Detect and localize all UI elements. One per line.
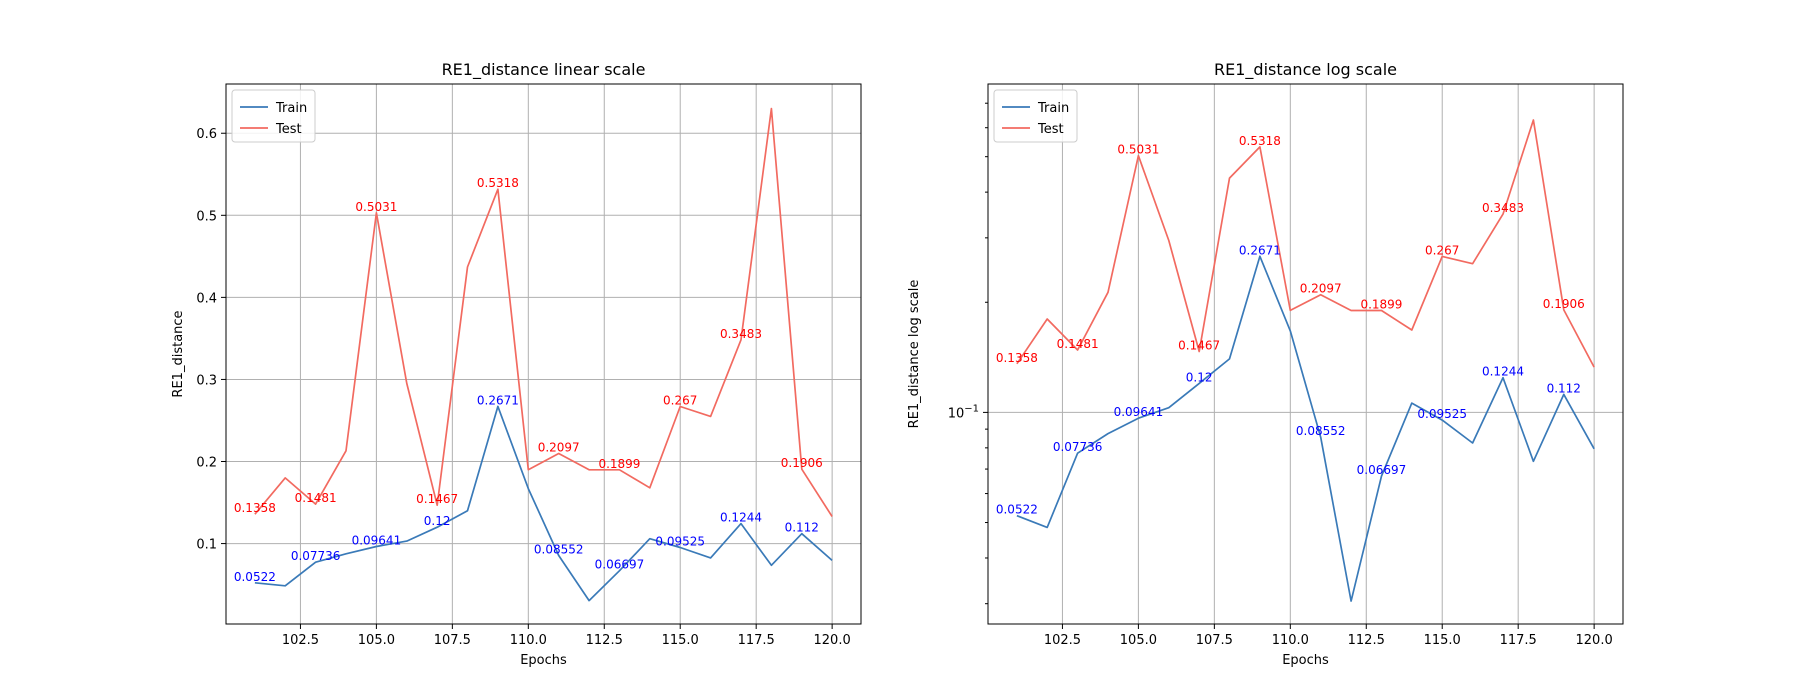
chart-title: RE1_distance linear scale — [442, 60, 646, 80]
series-line-test — [254, 107, 833, 517]
series-line-test — [1016, 119, 1595, 368]
x-tick-label: 117.5 — [1500, 633, 1537, 648]
y-tick-label: 0.1 — [196, 538, 217, 553]
x-tick-label: 120.0 — [814, 633, 851, 648]
data-label-train: 0.07736 — [291, 549, 341, 563]
data-label-test: 0.1481 — [295, 491, 337, 505]
y-axis-ticks: 10−1 — [948, 102, 988, 605]
x-tick-label: 102.5 — [1044, 633, 1081, 648]
y-tick-label: 0.4 — [196, 291, 217, 306]
data-label-train: 0.0522 — [996, 503, 1038, 517]
data-label-train: 0.2671 — [1239, 243, 1281, 257]
legend-label-train: Train — [1037, 101, 1069, 116]
data-label-train: 0.112 — [1547, 381, 1581, 395]
data-label-test: 0.1467 — [416, 492, 458, 506]
x-tick-label: 112.5 — [586, 633, 623, 648]
data-label-test: 0.2097 — [1300, 282, 1342, 296]
y-axis-ticks: 0.1 0.2 0.3 0.4 0.5 0.6 — [196, 127, 226, 553]
legend-box — [231, 89, 316, 143]
legend-label-test: Test — [275, 122, 302, 137]
data-label-test: 0.1906 — [1543, 297, 1585, 311]
data-label-train: 0.09525 — [655, 534, 705, 548]
data-label-test: 0.5031 — [355, 200, 397, 214]
legend-label-train: Train — [275, 101, 307, 116]
data-label-train: 0.06697 — [1357, 463, 1407, 477]
x-tick-label: 105.0 — [358, 633, 395, 648]
data-label-train: 0.1244 — [720, 511, 762, 525]
chart-linear-scale: RE1_distance linear scale Epochs RE1_dis… — [171, 60, 862, 668]
grid — [226, 84, 861, 624]
y-tick-label: 0.2 — [196, 456, 217, 471]
y-tick-label: 0.3 — [196, 373, 217, 388]
grid — [988, 84, 1623, 624]
data-label-train: 0.1244 — [1482, 365, 1524, 379]
y-tick-label: 10−1 — [948, 403, 979, 421]
data-label-test: 0.1467 — [1178, 339, 1220, 353]
data-label-test: 0.2097 — [538, 441, 580, 455]
plot-frame — [225, 83, 862, 625]
y-axis-label: RE1_distance — [171, 310, 186, 397]
x-axis-ticks: 102.5 105.0 107.5 110.0 112.5 115.0 117.5 120.0 — [282, 624, 851, 648]
chart-title: RE1_distance log scale — [1214, 60, 1397, 80]
x-tick-label: 112.5 — [1348, 633, 1385, 648]
data-label-test: 0.267 — [663, 394, 697, 408]
data-label-train: 0.0522 — [234, 570, 276, 584]
x-tick-label: 102.5 — [282, 633, 319, 648]
x-tick-label: 120.0 — [1576, 633, 1613, 648]
y-axis-label: RE1_distance log scale — [907, 280, 922, 429]
x-tick-label: 107.5 — [434, 633, 471, 648]
legend: Train Test — [231, 89, 316, 143]
data-label-train: 0.09641 — [1114, 405, 1164, 419]
chart-log-scale: RE1_distance log scale Epochs RE1_distan… — [907, 60, 1624, 668]
data-label-test: 0.1899 — [1360, 297, 1402, 311]
data-label-train: 0.2671 — [477, 393, 519, 407]
legend-box — [993, 89, 1078, 143]
data-label-train: 0.112 — [785, 521, 819, 535]
data-label-train: 0.09641 — [352, 534, 402, 548]
data-label-train: 0.12 — [424, 514, 451, 528]
x-tick-label: 117.5 — [738, 633, 775, 648]
legend-label-test: Test — [1037, 122, 1064, 137]
data-label-test: 0.5318 — [477, 176, 519, 190]
x-axis-ticks: 102.5 105.0 107.5 110.0 112.5 115.0 117.5 120.0 — [1044, 624, 1613, 648]
legend: Train Test — [993, 89, 1078, 143]
data-label-train: 0.08552 — [1296, 424, 1346, 438]
x-tick-label: 107.5 — [1196, 633, 1233, 648]
x-axis-label: Epochs — [1282, 653, 1329, 668]
data-label-test: 0.5031 — [1117, 143, 1159, 157]
data-label-test: 0.1906 — [781, 456, 823, 470]
y-tick-label: 0.5 — [196, 209, 217, 224]
x-axis-label: Epochs — [520, 653, 567, 668]
data-label-test: 0.5318 — [1239, 134, 1281, 148]
data-label-test: 0.3483 — [720, 327, 762, 341]
plot-frame — [987, 83, 1624, 625]
x-tick-label: 105.0 — [1120, 633, 1157, 648]
data-label-train: 0.07736 — [1053, 440, 1103, 454]
data-label-test: 0.1481 — [1057, 337, 1099, 351]
x-tick-label: 110.0 — [1272, 633, 1309, 648]
data-label-test: 0.3483 — [1482, 201, 1524, 215]
x-tick-label: 115.0 — [662, 633, 699, 648]
data-label-test: 0.1358 — [234, 501, 276, 515]
data-label-train: 0.08552 — [534, 542, 584, 556]
y-tick-label: 0.6 — [196, 127, 217, 142]
series-line-train — [254, 405, 833, 602]
data-label-train: 0.06697 — [595, 558, 645, 572]
x-tick-label: 110.0 — [510, 633, 547, 648]
data-label-test: 0.1899 — [598, 457, 640, 471]
x-tick-label: 115.0 — [1424, 633, 1461, 648]
data-label-train: 0.09525 — [1417, 407, 1467, 421]
data-label-test: 0.267 — [1425, 243, 1459, 257]
data-label-test: 0.1358 — [996, 351, 1038, 365]
data-label-train: 0.12 — [1186, 370, 1213, 384]
series-line-train — [1016, 255, 1595, 602]
